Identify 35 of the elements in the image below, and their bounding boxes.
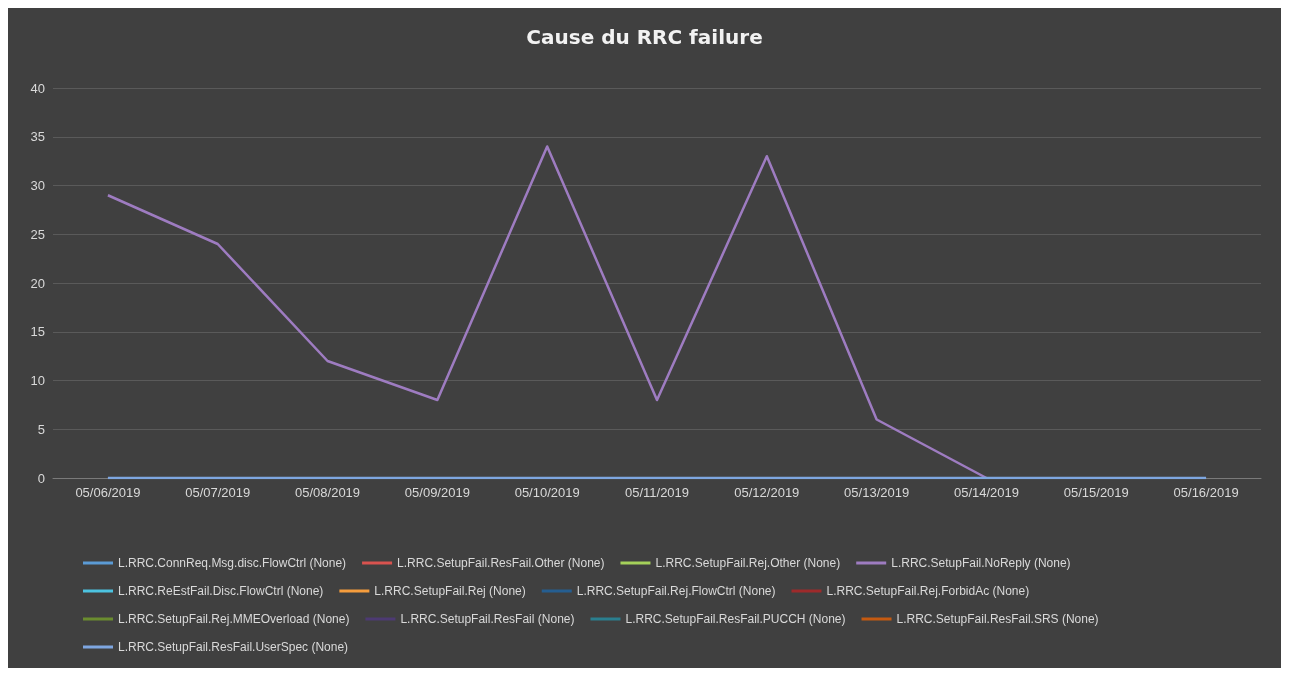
y-tick-label: 25 xyxy=(30,226,45,242)
x-tick-label: 05/08/2019 xyxy=(295,485,361,500)
x-tick-label: 05/14/2019 xyxy=(953,485,1019,500)
y-tick-label: 5 xyxy=(37,421,45,437)
legend-label: L.RRC.SetupFail.ResFail.SRS (None) xyxy=(896,612,1099,626)
y-tick-label: 15 xyxy=(30,324,45,340)
legend-label: L.RRC.ReEstFail.Disc.FlowCtrl (None) xyxy=(118,584,324,598)
legend-label: L.RRC.SetupFail.Rej.MMEOverload (None) xyxy=(118,612,350,626)
y-tick-label: 0 xyxy=(37,470,45,486)
x-tick-label: 05/11/2019 xyxy=(624,485,690,500)
x-tick-label: 05/06/2019 xyxy=(75,485,141,500)
legend-label: L.RRC.SetupFail.ResFail.Other (None) xyxy=(397,556,605,570)
x-tick-label: 05/16/2019 xyxy=(1173,485,1239,500)
legend-label: L.RRC.SetupFail.Rej.ForbidAc (None) xyxy=(826,584,1030,598)
y-tick-label: 30 xyxy=(30,178,45,193)
legend-label: L.RRC.SetupFail.Rej.FlowCtrl (None) xyxy=(576,584,776,598)
legend-label: L.RRC.SetupFail.ResFail (None) xyxy=(400,612,575,626)
line-series xyxy=(106,145,988,480)
y-tick-label: 20 xyxy=(30,275,45,291)
x-tick-label: 05/09/2019 xyxy=(404,485,470,500)
x-tick-label: 05/15/2019 xyxy=(1063,485,1129,500)
x-tick-label: 05/10/2019 xyxy=(514,485,580,500)
legend-label: L.RRC.SetupFail.ResFail.UserSpec (None) xyxy=(118,640,349,654)
legend-label: L.RRC.SetupFail.ResFail.PUCCH (None) xyxy=(625,612,846,626)
y-tick-label: 35 xyxy=(30,129,45,145)
legend-label: L.RRC.ConnReq.Msg.disc.FlowCtrl (None) xyxy=(118,556,347,570)
legend-label: L.RRC.SetupFail.NoReply (None) xyxy=(891,556,1071,570)
y-tick-label: 40 xyxy=(30,80,45,96)
x-tick-label: 05/07/2019 xyxy=(185,485,251,500)
x-tick-label: 05/13/2019 xyxy=(844,485,910,500)
y-tick-label: 10 xyxy=(30,373,45,388)
x-tick-label: 05/12/2019 xyxy=(734,485,800,500)
chart-title: Cause du RRC failure xyxy=(526,25,763,49)
legend-label: L.RRC.SetupFail.Rej.Other (None) xyxy=(655,556,841,570)
legend-label: L.RRC.SetupFail.Rej (None) xyxy=(374,584,526,598)
